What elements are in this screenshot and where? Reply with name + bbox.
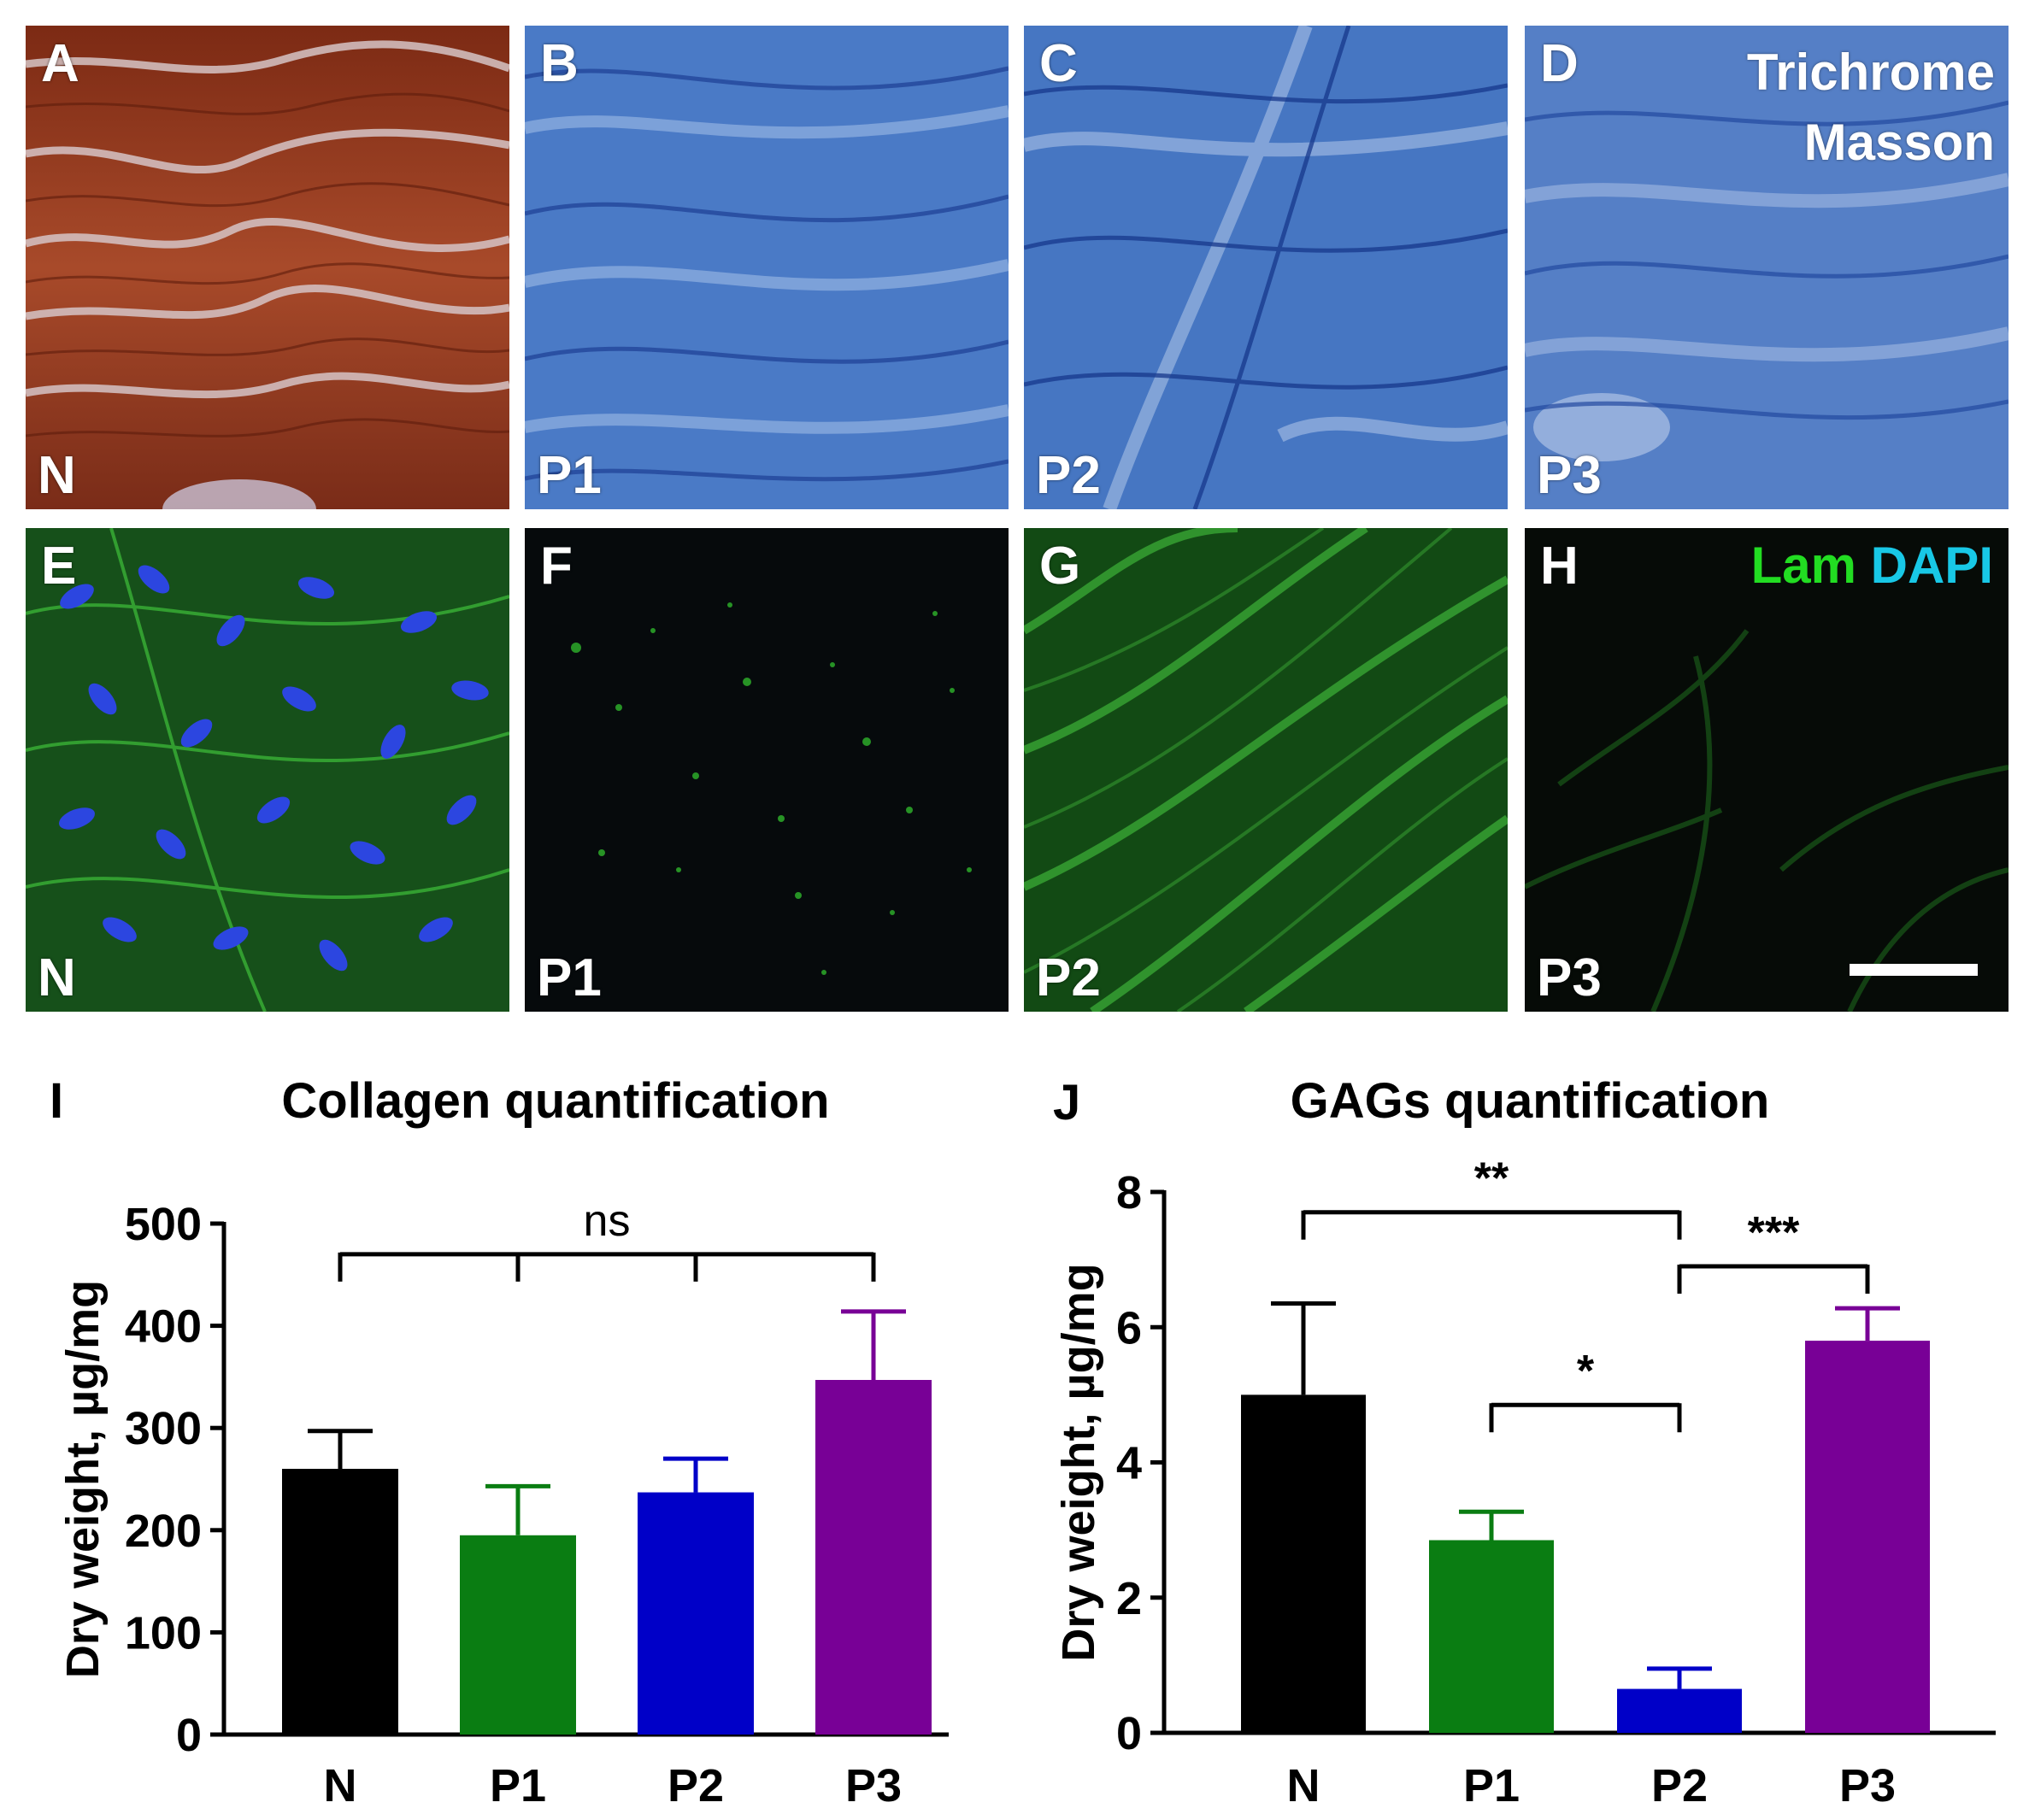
stain-label-trichrome: Trichrome Masson: [1747, 38, 1995, 178]
y-tick-label: 200: [125, 1506, 202, 1557]
micrograph-c: C P2: [1024, 26, 1508, 509]
micrograph-d: D P3 Trichrome Masson: [1525, 26, 2009, 509]
bar-p3: [815, 1379, 932, 1735]
group-label: P1: [537, 446, 602, 505]
panel-letter: C: [1039, 34, 1078, 93]
micrograph-b: B P1: [525, 26, 1009, 509]
y-tick-label: 0: [176, 1710, 202, 1761]
tissue-texture: [26, 26, 509, 509]
tissue-texture: [1525, 528, 2009, 1012]
tissue-texture: [1525, 26, 2009, 509]
panel-letter: D: [1540, 34, 1579, 93]
bar-n: [282, 1469, 398, 1735]
stain-dapi: DAPI: [1870, 537, 1993, 594]
y-axis-label: Dry weight, µg/mg: [57, 1280, 109, 1678]
group-label: P1: [537, 948, 602, 1007]
group-label: N: [38, 446, 76, 505]
y-tick-label: 100: [125, 1607, 202, 1659]
x-tick-label: P3: [845, 1760, 902, 1811]
panel-letter: G: [1039, 537, 1081, 596]
stain-lam: Lam: [1750, 537, 1856, 594]
panel-letter: B: [540, 34, 579, 93]
y-tick-label: 300: [125, 1403, 202, 1454]
micrograph-e: E N: [26, 528, 509, 1012]
micrograph-a: A N: [26, 26, 509, 509]
tissue-texture: [1024, 528, 1508, 1012]
y-tick-label: 500: [125, 1199, 202, 1250]
x-tick-label: N: [324, 1760, 357, 1811]
stain-line-2: Masson: [1803, 114, 1995, 171]
bar-p1: [460, 1535, 576, 1735]
stain-line-1: Trichrome: [1746, 44, 1995, 101]
x-tick-label: P2: [668, 1760, 724, 1811]
panel-letter: F: [540, 537, 573, 596]
significance-label: ns: [584, 1196, 631, 1246]
micrograph-g: G P2: [1024, 528, 1508, 1012]
stain-label-fluorescence: Lam DAPI: [1751, 540, 1993, 591]
chart-title: Collagen quantification: [281, 1073, 829, 1129]
group-label: P2: [1036, 948, 1101, 1007]
tissue-texture: [1024, 26, 1508, 509]
tissue-texture: [525, 528, 1009, 1012]
group-label: P3: [1537, 446, 1602, 505]
panel-letter: E: [41, 537, 77, 596]
x-tick-label: P1: [490, 1760, 546, 1811]
micrograph-h: H P3 Lam DAPI: [1525, 528, 2009, 1012]
panel-letter: H: [1540, 537, 1579, 596]
y-tick-label: 400: [125, 1301, 202, 1353]
tissue-texture: [26, 528, 509, 1012]
bar-p2: [638, 1492, 754, 1735]
scale-bar: [1850, 964, 1978, 976]
chart-panel-letter: I: [50, 1073, 63, 1129]
panel-letter: A: [41, 34, 79, 93]
micrograph-f: F P1: [525, 528, 1009, 1012]
group-label: P3: [1537, 948, 1602, 1007]
group-label: N: [38, 948, 76, 1007]
group-label: P2: [1036, 446, 1101, 505]
tissue-texture: [525, 26, 1009, 509]
